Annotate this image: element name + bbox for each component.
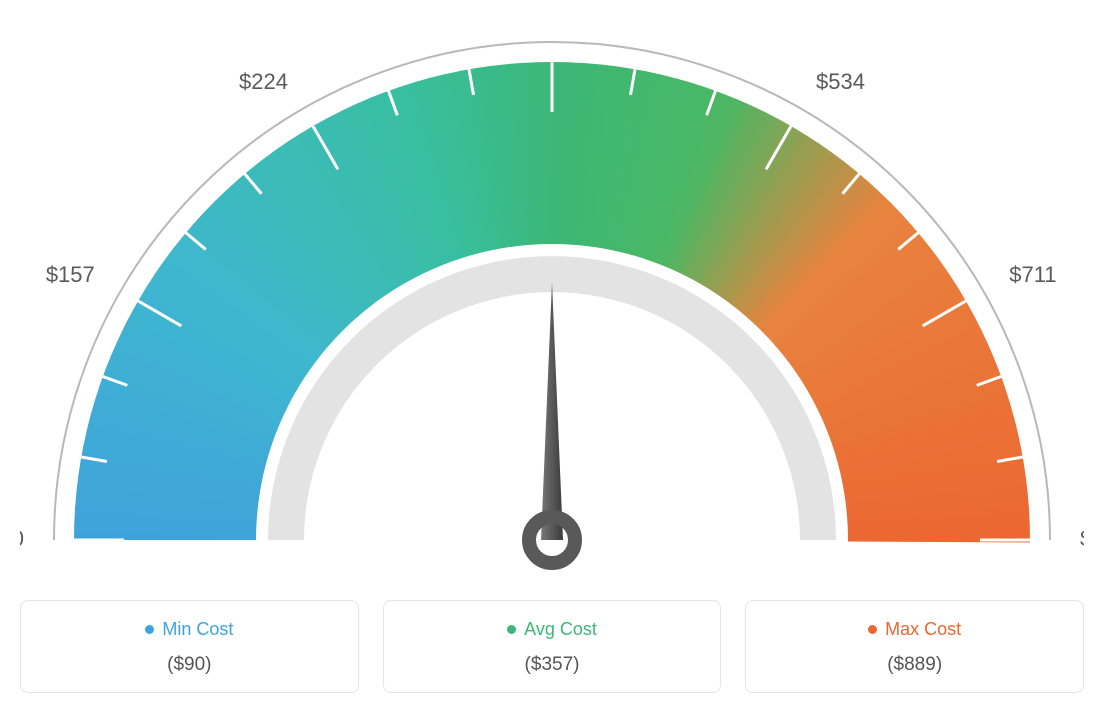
svg-text:$534: $534: [816, 69, 865, 94]
legend-dot-max: [868, 625, 877, 634]
gauge-chart: $90$157$224$357$534$711$889: [20, 20, 1084, 576]
legend-card-avg: Avg Cost ($357): [383, 600, 722, 693]
legend-dot-min: [145, 625, 154, 634]
svg-text:$157: $157: [46, 262, 95, 287]
legend-value-avg: ($357): [394, 654, 711, 676]
legend-label-avg: Avg Cost: [524, 619, 597, 640]
legend-card-min: Min Cost ($90): [20, 600, 359, 693]
legend-value-min: ($90): [31, 654, 348, 676]
svg-text:$224: $224: [239, 69, 288, 94]
gauge-svg: $90$157$224$357$534$711$889: [20, 20, 1084, 576]
legend-title-min: Min Cost: [145, 619, 233, 640]
legend-dot-avg: [507, 625, 516, 634]
legend-row: Min Cost ($90) Avg Cost ($357) Max Cost …: [20, 600, 1084, 693]
legend-value-max: ($889): [756, 654, 1073, 676]
legend-card-max: Max Cost ($889): [745, 600, 1084, 693]
legend-title-avg: Avg Cost: [507, 619, 597, 640]
legend-label-min: Min Cost: [162, 619, 233, 640]
legend-title-max: Max Cost: [868, 619, 961, 640]
svg-text:$711: $711: [1009, 262, 1056, 287]
legend-label-max: Max Cost: [885, 619, 961, 640]
svg-text:$90: $90: [20, 526, 24, 551]
svg-text:$889: $889: [1080, 526, 1084, 551]
